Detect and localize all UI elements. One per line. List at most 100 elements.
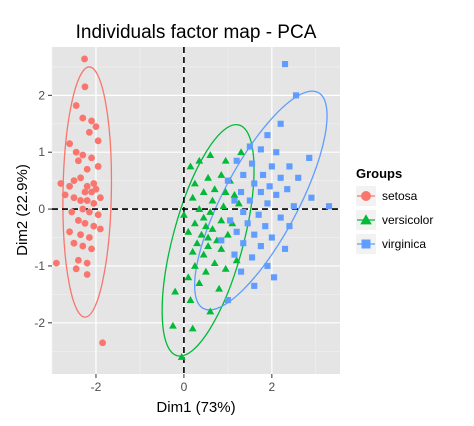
setosa-point bbox=[90, 199, 98, 207]
legend-items: setosa versicolor virginica bbox=[356, 186, 433, 254]
setosa-point bbox=[96, 194, 104, 202]
setosa-point bbox=[88, 245, 95, 253]
virginica-point bbox=[238, 268, 245, 275]
virginica-point bbox=[240, 208, 247, 215]
setosa-point bbox=[74, 157, 82, 165]
versicolor-point bbox=[221, 264, 230, 272]
virginica-point bbox=[233, 228, 240, 235]
setosa-point bbox=[81, 83, 89, 91]
virginica-point bbox=[270, 274, 278, 281]
versicolor-point bbox=[195, 279, 204, 286]
setosa-point bbox=[88, 117, 95, 125]
setosa-point bbox=[83, 182, 91, 190]
versicolor-point bbox=[177, 353, 186, 360]
virginica-point bbox=[277, 120, 284, 127]
setosa-point bbox=[77, 197, 84, 204]
versicolor-point bbox=[190, 179, 199, 187]
virginica-point bbox=[238, 188, 245, 196]
versicolor-point bbox=[201, 222, 210, 230]
virginica-point bbox=[231, 251, 238, 258]
y-tick-label: -2 bbox=[34, 316, 45, 330]
virginica-point bbox=[264, 262, 271, 270]
versicolor-point bbox=[186, 162, 195, 170]
setosa-point bbox=[85, 208, 93, 216]
versicolor-point bbox=[217, 216, 226, 224]
versicolor-point bbox=[195, 205, 204, 213]
setosa-point bbox=[92, 185, 100, 193]
setosa-point bbox=[92, 123, 100, 131]
virginica-point bbox=[273, 191, 280, 198]
versicolor-point bbox=[217, 171, 226, 178]
virginica-point bbox=[240, 240, 247, 247]
versicolor-point bbox=[193, 239, 202, 247]
virginica-point bbox=[295, 174, 302, 181]
versicolor-point bbox=[195, 156, 204, 164]
virginica-point bbox=[257, 242, 264, 250]
setosa-point bbox=[70, 177, 78, 185]
setosa-point bbox=[81, 219, 89, 227]
setosa-point bbox=[83, 197, 91, 204]
setosa-point bbox=[94, 211, 102, 219]
versicolor-point bbox=[221, 188, 230, 195]
versicolor-point bbox=[188, 247, 197, 255]
versicolor-point bbox=[199, 213, 208, 221]
versicolor-point bbox=[190, 262, 199, 269]
virginica-point bbox=[306, 154, 313, 161]
setosa-point bbox=[74, 256, 82, 264]
virginica-point bbox=[264, 200, 271, 207]
setosa-point bbox=[90, 180, 98, 187]
legend-item-versicolor: versicolor bbox=[356, 210, 433, 230]
setosa-point bbox=[57, 180, 65, 187]
setosa-point bbox=[79, 151, 87, 159]
versicolor-point bbox=[169, 321, 177, 329]
virginica-point bbox=[262, 223, 269, 230]
versicolor-point bbox=[223, 230, 232, 238]
virginica-point bbox=[227, 217, 234, 224]
virginica-point bbox=[246, 197, 253, 204]
setosa-point bbox=[83, 259, 91, 267]
legend-item-setosa: setosa bbox=[356, 186, 418, 206]
virginica-point bbox=[255, 211, 262, 218]
virginica-point bbox=[233, 157, 240, 164]
setosa-point bbox=[61, 191, 69, 199]
setosa-point bbox=[74, 217, 82, 224]
setosa-point bbox=[52, 259, 60, 267]
confidence-ellipses bbox=[62, 66, 328, 357]
x-tick-label: 2 bbox=[269, 380, 276, 394]
setosa-point bbox=[72, 148, 80, 156]
setosa-point bbox=[70, 194, 78, 202]
versicolor-point bbox=[199, 250, 208, 258]
legend-label-versicolor: versicolor bbox=[382, 213, 433, 227]
virginica-point bbox=[224, 177, 231, 184]
chart-title: Individuals factor map - PCA bbox=[76, 22, 317, 43]
versicolor-point bbox=[221, 156, 230, 164]
virginica-point bbox=[251, 282, 258, 289]
virginica-point bbox=[257, 188, 264, 196]
virginica-point bbox=[268, 234, 275, 241]
versicolor-point bbox=[208, 225, 217, 232]
setosa-point bbox=[99, 339, 106, 347]
setosa-point bbox=[79, 242, 87, 250]
y-tick-label: 1 bbox=[38, 145, 45, 159]
versicolor-point bbox=[197, 230, 206, 238]
versicolor-point bbox=[215, 284, 223, 292]
virginica-point bbox=[251, 231, 258, 238]
x-tick-label: 0 bbox=[181, 380, 188, 394]
virginica-point bbox=[224, 297, 231, 304]
versicolor-point bbox=[204, 233, 213, 241]
versicolor-point bbox=[206, 151, 215, 158]
versicolor-point bbox=[234, 199, 243, 207]
legend-key-square bbox=[361, 239, 371, 249]
legend-item-virginica: virginica bbox=[356, 234, 426, 254]
versicolor-point bbox=[199, 188, 208, 195]
legend-key-circle bbox=[361, 191, 371, 201]
virginica-point bbox=[246, 143, 253, 150]
virginica-point bbox=[292, 92, 300, 99]
setosa-point bbox=[81, 188, 89, 196]
setosa-point bbox=[90, 222, 98, 230]
setosa-point bbox=[94, 163, 102, 170]
setosa-point bbox=[94, 137, 102, 145]
data-points bbox=[52, 55, 333, 360]
versicolor-point bbox=[188, 193, 197, 201]
